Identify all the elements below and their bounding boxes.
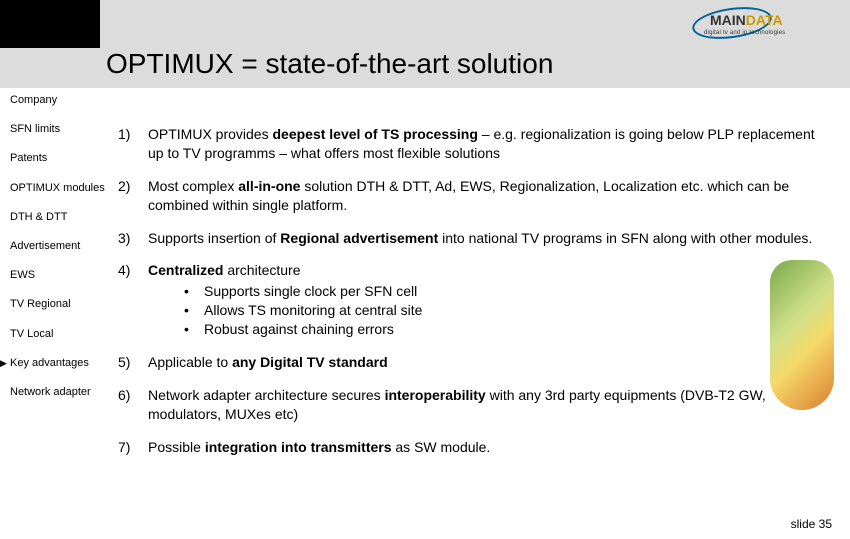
logo-main-1: MAIN (710, 12, 746, 28)
p5-bold: any Digital TV standard (232, 354, 388, 370)
sidebar-item-company[interactable]: Company (10, 94, 106, 107)
decorative-image (770, 260, 834, 410)
point-1: OPTIMUX provides deepest level of TS pro… (118, 125, 818, 163)
point-6: Network adapter architecture secures int… (118, 386, 818, 424)
logo-text: MAINDATA (710, 12, 783, 28)
point-4: Centralized architecture Supports single… (118, 261, 818, 339)
sidebar-item-dth-dtt[interactable]: DTH & DTT (10, 211, 106, 224)
sidebar-item-optimux-modules[interactable]: OPTIMUX modules (10, 182, 106, 195)
header-accent-block (0, 0, 100, 48)
logo: MAINDATA digital tv and ip technologies (692, 8, 832, 44)
p4-sub-3: Robust against chaining errors (176, 320, 818, 339)
logo-main-2: DATA (746, 12, 783, 28)
p3-text-1: Supports insertion of (148, 230, 280, 246)
p2-bold: all-in-one (238, 178, 300, 194)
sidebar-item-ews[interactable]: EWS (10, 269, 106, 282)
sidebar-item-sfn-limits[interactable]: SFN limits (10, 123, 106, 136)
sidebar-item-tv-regional[interactable]: TV Regional (10, 298, 106, 311)
sidebar-item-tv-local[interactable]: TV Local (10, 328, 106, 341)
p1-text-1: OPTIMUX provides (148, 126, 272, 142)
p7-text-1: Possible (148, 439, 205, 455)
logo-subtitle: digital tv and ip technologies (704, 30, 785, 36)
p4-sub-2: Allows TS monitoring at central site (176, 301, 818, 320)
p2-text-1: Most complex (148, 178, 238, 194)
p7-text-2: as SW module. (392, 439, 491, 455)
slide: MAINDATA digital tv and ip technologies … (0, 0, 850, 539)
point-7: Possible integration into transmitters a… (118, 438, 818, 457)
p7-bold: integration into transmitters (205, 439, 392, 455)
p6-text-1: Network adapter architecture secures (148, 387, 385, 403)
p3-text-2: into national TV programs in SFN along w… (438, 230, 812, 246)
p1-bold: deepest level of TS processing (272, 126, 477, 142)
points-list: OPTIMUX provides deepest level of TS pro… (118, 125, 818, 457)
sidebar: Company SFN limits Patents OPTIMUX modul… (10, 94, 106, 415)
point-3: Supports insertion of Regional advertise… (118, 229, 818, 248)
sidebar-item-patents[interactable]: Patents (10, 152, 106, 165)
p6-bold: interoperability (385, 387, 486, 403)
p5-text-1: Applicable to (148, 354, 232, 370)
page-title: OPTIMUX = state-of-the-art solution (106, 48, 553, 80)
point-5: Applicable to any Digital TV standard (118, 353, 818, 372)
sidebar-item-key-advantages[interactable]: Key advantages (10, 357, 106, 370)
point-2: Most complex all-in-one solution DTH & D… (118, 177, 818, 215)
p4-bold: Centralized (148, 262, 223, 278)
p3-bold: Regional advertisement (280, 230, 438, 246)
p4-sub-1: Supports single clock per SFN cell (176, 282, 818, 301)
content-area: OPTIMUX provides deepest level of TS pro… (118, 125, 818, 471)
p4-text-2: architecture (223, 262, 300, 278)
point-4-sublist: Supports single clock per SFN cell Allow… (176, 282, 818, 339)
slide-number: slide 35 (791, 517, 832, 531)
sidebar-item-network-adapter[interactable]: Network adapter (10, 386, 106, 399)
sidebar-item-advertisement[interactable]: Advertisement (10, 240, 106, 253)
